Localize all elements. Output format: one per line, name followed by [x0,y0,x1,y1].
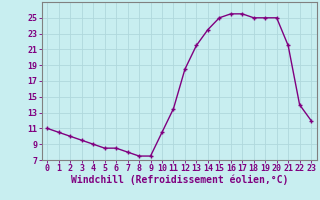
X-axis label: Windchill (Refroidissement éolien,°C): Windchill (Refroidissement éolien,°C) [70,175,288,185]
